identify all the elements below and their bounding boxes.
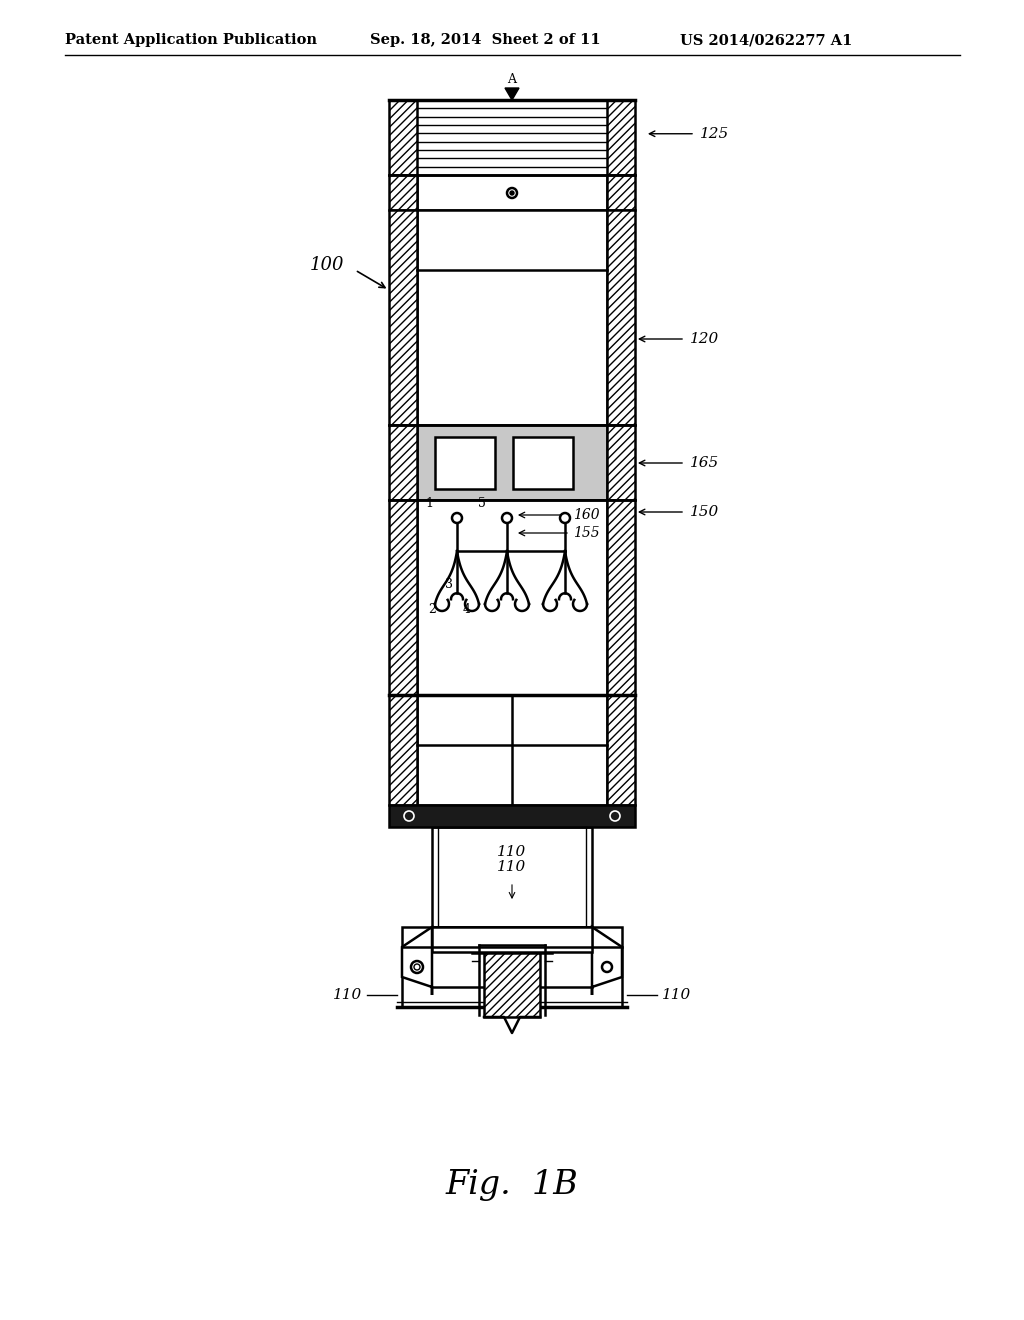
Bar bbox=[607, 176, 635, 210]
Bar bbox=[435, 437, 495, 488]
Circle shape bbox=[507, 187, 517, 198]
Text: 3: 3 bbox=[445, 578, 453, 591]
Circle shape bbox=[610, 810, 620, 821]
Bar bbox=[417, 696, 607, 805]
Text: 150: 150 bbox=[690, 506, 719, 519]
Text: 100: 100 bbox=[310, 256, 344, 275]
Text: 155: 155 bbox=[573, 525, 600, 540]
Circle shape bbox=[560, 513, 570, 523]
Bar bbox=[389, 500, 417, 696]
Text: 160: 160 bbox=[573, 508, 600, 521]
Text: Patent Application Publication: Patent Application Publication bbox=[65, 33, 317, 48]
Text: 110: 110 bbox=[498, 861, 526, 874]
Text: 120: 120 bbox=[690, 333, 719, 346]
Text: US 2014/0262277 A1: US 2014/0262277 A1 bbox=[680, 33, 852, 48]
Bar bbox=[432, 927, 592, 952]
Circle shape bbox=[510, 191, 514, 195]
Text: 5: 5 bbox=[478, 498, 486, 510]
Circle shape bbox=[414, 964, 420, 970]
Circle shape bbox=[502, 513, 512, 523]
Text: A: A bbox=[508, 73, 516, 86]
Bar bbox=[389, 176, 417, 210]
Text: 4: 4 bbox=[463, 603, 471, 616]
Bar bbox=[417, 500, 607, 696]
Bar bbox=[402, 927, 622, 1007]
Bar bbox=[607, 500, 635, 696]
Text: 165: 165 bbox=[690, 455, 719, 470]
Circle shape bbox=[411, 961, 423, 973]
Bar bbox=[389, 696, 417, 805]
Bar bbox=[389, 210, 417, 425]
Bar bbox=[432, 828, 592, 927]
Bar bbox=[607, 100, 635, 176]
Bar bbox=[389, 425, 417, 500]
Polygon shape bbox=[402, 927, 432, 995]
Polygon shape bbox=[505, 88, 519, 100]
Text: 110: 110 bbox=[498, 845, 526, 859]
Circle shape bbox=[404, 810, 414, 821]
Circle shape bbox=[452, 513, 462, 523]
Text: 1: 1 bbox=[425, 498, 433, 510]
Bar bbox=[607, 696, 635, 805]
Circle shape bbox=[602, 962, 612, 972]
Bar bbox=[484, 953, 540, 1016]
Text: 2: 2 bbox=[428, 603, 436, 616]
Text: Fig.  1B: Fig. 1B bbox=[445, 1170, 579, 1201]
Bar bbox=[389, 805, 635, 828]
Bar bbox=[417, 425, 607, 500]
Bar bbox=[607, 425, 635, 500]
Text: 110: 110 bbox=[333, 987, 362, 1002]
Bar bbox=[607, 210, 635, 425]
Bar bbox=[389, 100, 417, 176]
Bar bbox=[417, 176, 607, 210]
Bar bbox=[417, 210, 607, 425]
Text: 110: 110 bbox=[662, 987, 691, 1002]
Text: Sep. 18, 2014  Sheet 2 of 11: Sep. 18, 2014 Sheet 2 of 11 bbox=[370, 33, 601, 48]
Bar bbox=[513, 437, 573, 488]
Polygon shape bbox=[592, 927, 622, 995]
Text: 125: 125 bbox=[700, 127, 729, 141]
